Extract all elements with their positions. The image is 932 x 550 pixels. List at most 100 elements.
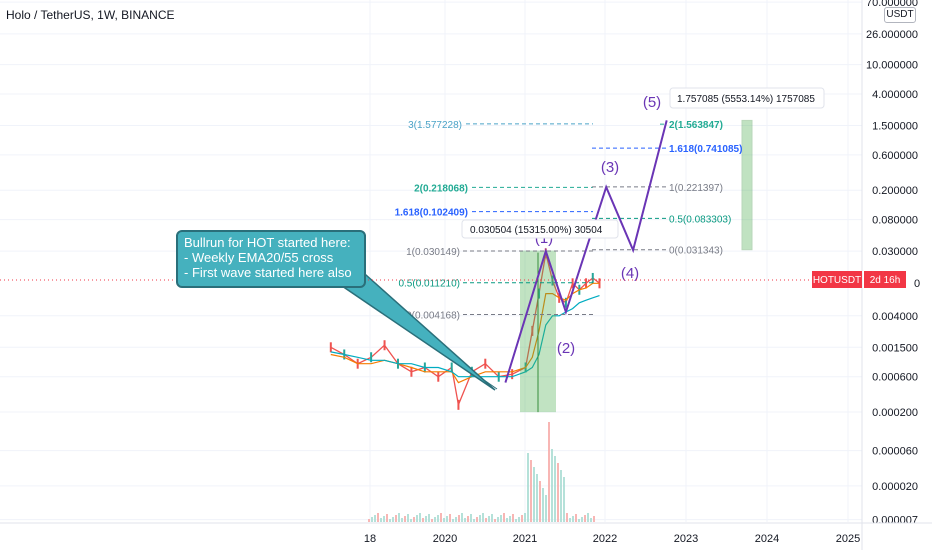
volume-bar [584, 515, 586, 522]
fib-target-label: 1.618(0.741085) [669, 144, 742, 155]
volume-bar [548, 422, 550, 522]
callout-line-2: - Weekly EMA20/55 cross [184, 250, 334, 265]
candle [329, 342, 332, 353]
measure-box-2 [669, 87, 825, 109]
countdown-tag [864, 271, 906, 288]
measure-label-2: 1.757085 (5553.14%) 1757085 [677, 94, 815, 105]
volume-bar [368, 519, 370, 522]
volume-bar [470, 514, 472, 522]
volume-bar [389, 519, 391, 522]
callout-note: Bullrun for HOT started here: - Weekly E… [176, 230, 366, 288]
volume-bars [368, 422, 595, 522]
volume-bar [416, 515, 418, 522]
measure-box-1 [461, 219, 619, 239]
volume-bar [473, 519, 475, 522]
fib-retracement-label: 1(0.030149) [406, 247, 460, 258]
volume-bar [521, 515, 523, 522]
callout-line-3: - First wave started here also [184, 265, 352, 280]
price-line [330, 253, 600, 408]
ema-55-line [330, 295, 600, 378]
candle [591, 272, 594, 283]
time-tick-label: 2023 [674, 533, 698, 545]
volume-bar [461, 513, 463, 522]
time-tick-label: 2024 [755, 533, 779, 545]
volume-bar [398, 513, 400, 522]
volume-bar [425, 516, 427, 522]
volume-bar [524, 513, 526, 522]
candle [383, 340, 386, 351]
candle [457, 399, 460, 410]
volume-bar [509, 516, 511, 522]
price-tick-label: 0.600000 [872, 150, 918, 162]
volume-bar [395, 515, 397, 522]
candle [511, 369, 514, 380]
volume-bar [449, 514, 451, 522]
candle [450, 362, 453, 373]
volume-bar [500, 515, 502, 522]
measure-label-1: 0.030504 (15315.00%) 30504 [470, 225, 603, 236]
price-tick-label: 26.000000 [866, 29, 918, 41]
elliott-wave-path [504, 120, 668, 383]
volume-bar [557, 463, 559, 522]
volume-bar [572, 516, 574, 522]
candle [551, 275, 554, 286]
candle [571, 278, 574, 289]
volume-bar [371, 517, 373, 522]
volume-bar [380, 518, 382, 522]
volume-bar [503, 513, 505, 522]
volume-bar [530, 460, 532, 522]
fib-retracement-label: 0.5(0.011210) [398, 279, 460, 290]
volume-bar [512, 514, 514, 522]
price-tick-label: 0.200000 [872, 185, 918, 197]
candle [538, 288, 541, 299]
grid [0, 0, 862, 522]
volume-bar [578, 519, 580, 522]
fib-retracement-label: 0(0.004168) [406, 310, 460, 321]
volume-bar [533, 467, 535, 522]
price-tick-label: 4.000000 [872, 89, 918, 101]
time-tick-label: 2020 [433, 533, 457, 545]
price-tick-label: 70.000000 [866, 0, 918, 9]
volume-bar [554, 456, 556, 522]
fib-extension-label: 1.618(0.102409) [395, 208, 468, 219]
price-tick-label: 0.000060 [872, 446, 918, 458]
volume-bar [422, 518, 424, 522]
candle [564, 297, 567, 308]
volume-bar [476, 517, 478, 522]
countdown-tag-label: 2d 16h [870, 275, 901, 286]
volume-bar [551, 449, 553, 522]
volume-bar [590, 518, 592, 522]
volume-bar [575, 514, 577, 522]
volume-bar [566, 513, 568, 522]
volume-bar [539, 481, 541, 522]
fib-extension-label: 3(1.577228) [408, 120, 462, 131]
volume-bar [452, 519, 454, 522]
volume-bar [593, 516, 595, 522]
candle [484, 358, 487, 369]
volume-bar [383, 516, 385, 522]
time-tick-label: 2021 [513, 533, 537, 545]
volume-bar [497, 517, 499, 522]
volume-bar [428, 514, 430, 522]
volume-bar [419, 513, 421, 522]
volume-bar [581, 517, 583, 522]
time-tick-label: 2025 [836, 533, 860, 545]
wave-label: (4) [621, 265, 639, 282]
candle [437, 371, 440, 382]
price-tick-label: 10.000000 [866, 60, 918, 72]
volume-bar [491, 514, 493, 522]
callout-line-1: Bullrun for HOT started here: [184, 235, 351, 250]
price-tick-label: 0.004000 [872, 311, 918, 323]
fib-target-label: 0(0.031343) [669, 246, 723, 257]
volume-bar [386, 514, 388, 522]
candle [370, 352, 373, 363]
currency-button[interactable]: USDT [884, 7, 916, 23]
price-tick-label: 1.500000 [872, 120, 918, 132]
wave-label: (2) [557, 340, 575, 357]
volume-bar [458, 515, 460, 522]
volume-bar [542, 488, 544, 522]
price-tick-label: 0.000007 [872, 515, 918, 527]
volume-bar [467, 516, 469, 522]
